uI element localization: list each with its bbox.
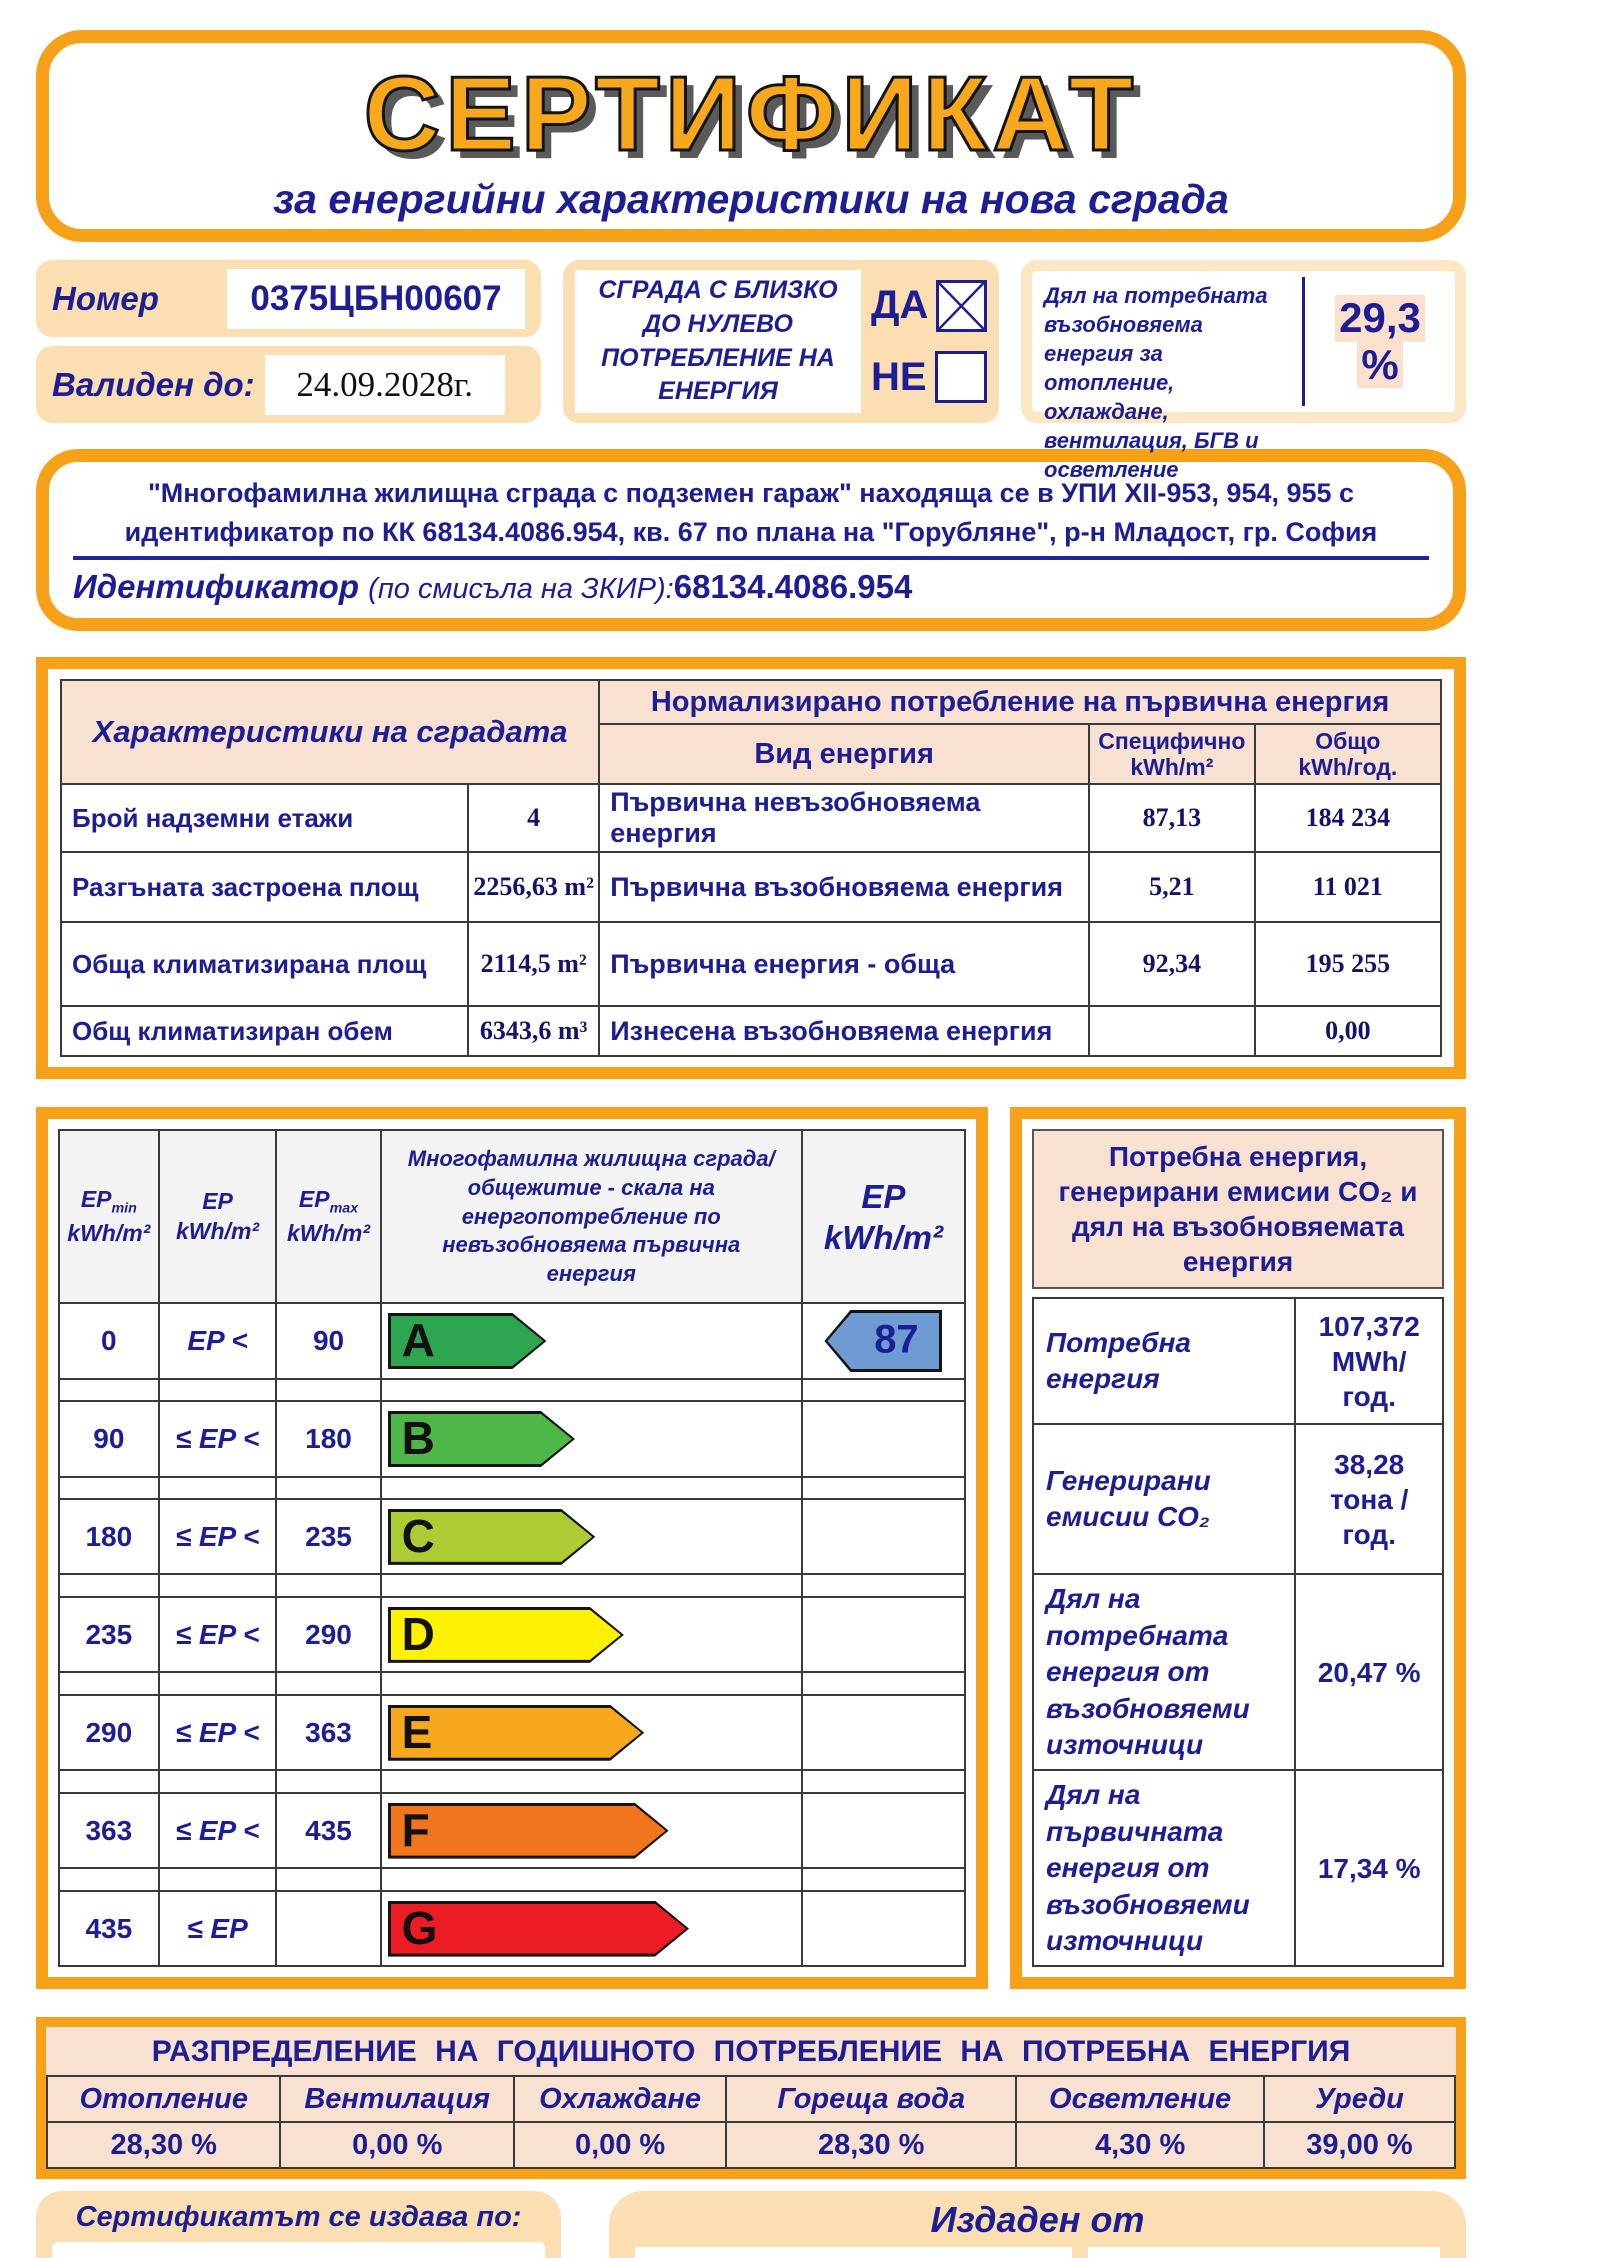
scale-row-c: 180 ≤ EP < 235 C (58, 1498, 967, 1576)
table-row: Дял на първичната енергия от възобновяем… (1031, 1769, 1444, 1968)
title-banner: СЕРТИФИКАТ за енергийни характеристики н… (36, 30, 1466, 242)
distribution-title: РАЗПРЕДЕЛЕНИЕ НА ГОДИШНОТО ПОТРЕБЛЕНИЕ Н… (151, 2035, 1351, 2069)
table-row: Разгъната застроена площ 2256,63 m² Първ… (59, 851, 1443, 924)
certificate-subtitle: за енергийни характеристики на нова сгра… (273, 176, 1229, 223)
certificate-title: СЕРТИФИКАТ (362, 55, 1139, 173)
char-table-left-header: Характеристики на сградата (59, 679, 601, 786)
char-table-right-header: Нормализирано потребление на първична ен… (598, 679, 1442, 726)
valid-until-label: Валиден до: (52, 365, 255, 403)
ep-marker: 87 (824, 1310, 943, 1373)
col-total: Общо kWh/год. (1253, 723, 1443, 786)
nzeb-text-panel: СГРАДА С БЛИЗКО ДО НУЛЕВО ПОТРЕБЛЕНИЕ НА… (575, 270, 861, 413)
summary-panel: Потребна енергия, генерирани емисии CO₂ … (1010, 1107, 1466, 1990)
valid-until-box: Валиден до: 24.09.2028г. (36, 346, 541, 423)
issuer-title: Издаден от (930, 2199, 1145, 2241)
identifier-line: Идентификатор (по смисъла на ЗКИР):68134… (73, 568, 1429, 610)
rating-arrow-b: B (388, 1411, 575, 1467)
scale-building-header: Многофамилна жилищна сграда/общежитие - … (379, 1129, 803, 1305)
rating-arrow-f: F (388, 1803, 669, 1859)
col-ep-max: EPmax kWh/m² (275, 1129, 382, 1305)
energy-scale-table: EPmin kWh/m² EP kWh/m² EPmax kWh/m² Многофа… (58, 1129, 967, 1968)
no-checkbox[interactable] (934, 351, 987, 404)
rating-arrow-c: C (388, 1509, 596, 1565)
yes-label: ДА (871, 283, 929, 328)
building-description: "Многофамилна жилищна сграда с подземен … (124, 478, 1378, 548)
table-row: Потребна енергия 107,372 MWh/ год. (1031, 1297, 1444, 1426)
rating-arrow-g: G (388, 1901, 689, 1957)
scale-section: EPmin kWh/m² EP kWh/m² EPmax kWh/m² Многофа… (36, 1107, 1466, 1990)
table-row: Обща климатизирана площ 2114,5 m² Първич… (59, 921, 1443, 1008)
col-ep-result: EP kWh/m² (800, 1129, 967, 1305)
scale-row-e: 290 ≤ EP < 363 E (58, 1694, 967, 1772)
nzeb-box: СГРАДА С БЛИЗКО ДО НУЛЕВО ПОТРЕБЛЕНИЕ НА… (563, 260, 999, 423)
col-ep-min: EPmin kWh/m² (58, 1129, 160, 1305)
number-label: Номер (52, 279, 159, 317)
table-row: Генерирани емисии CO₂ 38,28 тона /год. (1031, 1423, 1444, 1576)
table-row: Общ климатизиран обем 6343,6 m³ Изнесена… (59, 1005, 1443, 1058)
x-mark-icon (939, 282, 984, 329)
identifier-label: Идентификатор (73, 568, 359, 606)
scale-row-d: 235 ≤ EP < 290 D (58, 1596, 967, 1674)
footer: Сертификатът се издава по: Ен. х-ки, изч… (36, 2191, 1466, 2258)
res-share-text: Дял на потребната възобновяема енергия з… (1044, 283, 1268, 483)
res-share-value: 29,3 % (1305, 271, 1455, 412)
table-row: Дял на потребната енергия от възобновяем… (1031, 1573, 1444, 1772)
manager-box: Цветомир Ботев (име, фамилия на управите… (1087, 2247, 1440, 2258)
company-name: СИ ЕНД БИ ЕНЕРДЖИКОНСУЛТ ЕООД (643, 2255, 1064, 2258)
characteristics-table: Характеристики на сградата Нормализирано… (59, 679, 1443, 1058)
building-banner: "Многофамилна жилищна сграда с подземен … (36, 449, 1466, 632)
divider (73, 556, 1429, 561)
number-input[interactable]: 0375ЦБН00607 (227, 268, 525, 329)
issued-by-line1: Ен. х-ки, изчислени по проект: ДА (66, 2252, 531, 2258)
col-ep: EP kWh/m² (157, 1129, 278, 1305)
divider (1302, 277, 1305, 406)
energy-scale-frame: EPmin kWh/m² EP kWh/m² EPmax kWh/m² Многофа… (36, 1107, 988, 1990)
col-specific: Специфично kWh/m² (1088, 723, 1256, 786)
scale-row-b: 90 ≤ EP < 180 B (58, 1400, 967, 1478)
issuer-box: Издаден от СИ ЕНД БИ ЕНЕРДЖИКОНСУЛТ ЕООД… (609, 2191, 1466, 2258)
yes-checkbox[interactable] (936, 279, 987, 332)
issued-by-panel: Ен. х-ки, изчислени по проект: ДА Енерги… (52, 2242, 545, 2258)
table-row: Брой надземни етажи 4 Първична невъзобно… (59, 783, 1443, 854)
summary-table: Потребна енергия 107,372 MWh/ год. Генер… (1031, 1297, 1444, 1968)
scale-row-f: 363 ≤ EP < 435 F (58, 1792, 967, 1870)
distribution-table: Отопление Вентилация Охлаждане Гореща во… (45, 2075, 1457, 2170)
identifier-note: (по смисъла на ЗКИР): (368, 573, 674, 606)
issued-by-box: Сертификатът се издава по: Ен. х-ки, изч… (36, 2191, 561, 2258)
identifier-value: 68134.4086.954 (673, 568, 913, 606)
distribution-frame: РАЗПРЕДЕЛЕНИЕ НА ГОДИШНОТО ПОТРЕБЛЕНИЕ Н… (36, 2017, 1466, 2180)
valid-until-input[interactable]: 24.09.2028г. (264, 354, 505, 415)
col-energy-type: Вид енергия (598, 723, 1091, 786)
nzeb-text: СГРАДА С БЛИЗКО ДО НУЛЕВО ПОТРЕБЛЕНИЕ НА… (598, 276, 838, 406)
scale-row-a: 0 EP < 90 A 87 (58, 1302, 967, 1380)
no-label: НЕ (871, 354, 927, 399)
issued-by-title: Сертификатът се издава по: (75, 2201, 522, 2234)
summary-title: Потребна енергия, генерирани емисии CO₂ … (1032, 1129, 1444, 1290)
rating-arrow-a: A (388, 1313, 547, 1369)
rating-arrow-d: D (388, 1607, 624, 1663)
number-box: Номер 0375ЦБН00607 (36, 260, 541, 337)
meta-row: Номер 0375ЦБН00607 Валиден до: 24.09.202… (36, 260, 1466, 483)
manager-name: Цветомир Ботев (1096, 2255, 1432, 2258)
characteristics-frame: Характеристики на сградата Нормализирано… (36, 657, 1466, 1080)
scale-row-g: 435 ≤ EP G (58, 1889, 967, 1968)
company-box: СИ ЕНД БИ ЕНЕРДЖИКОНСУЛТ ЕООД (наименова… (635, 2247, 1072, 2258)
res-share-box: Дял на потребната възобновяема енергия з… (1021, 260, 1466, 483)
rating-arrow-e: E (388, 1705, 645, 1761)
